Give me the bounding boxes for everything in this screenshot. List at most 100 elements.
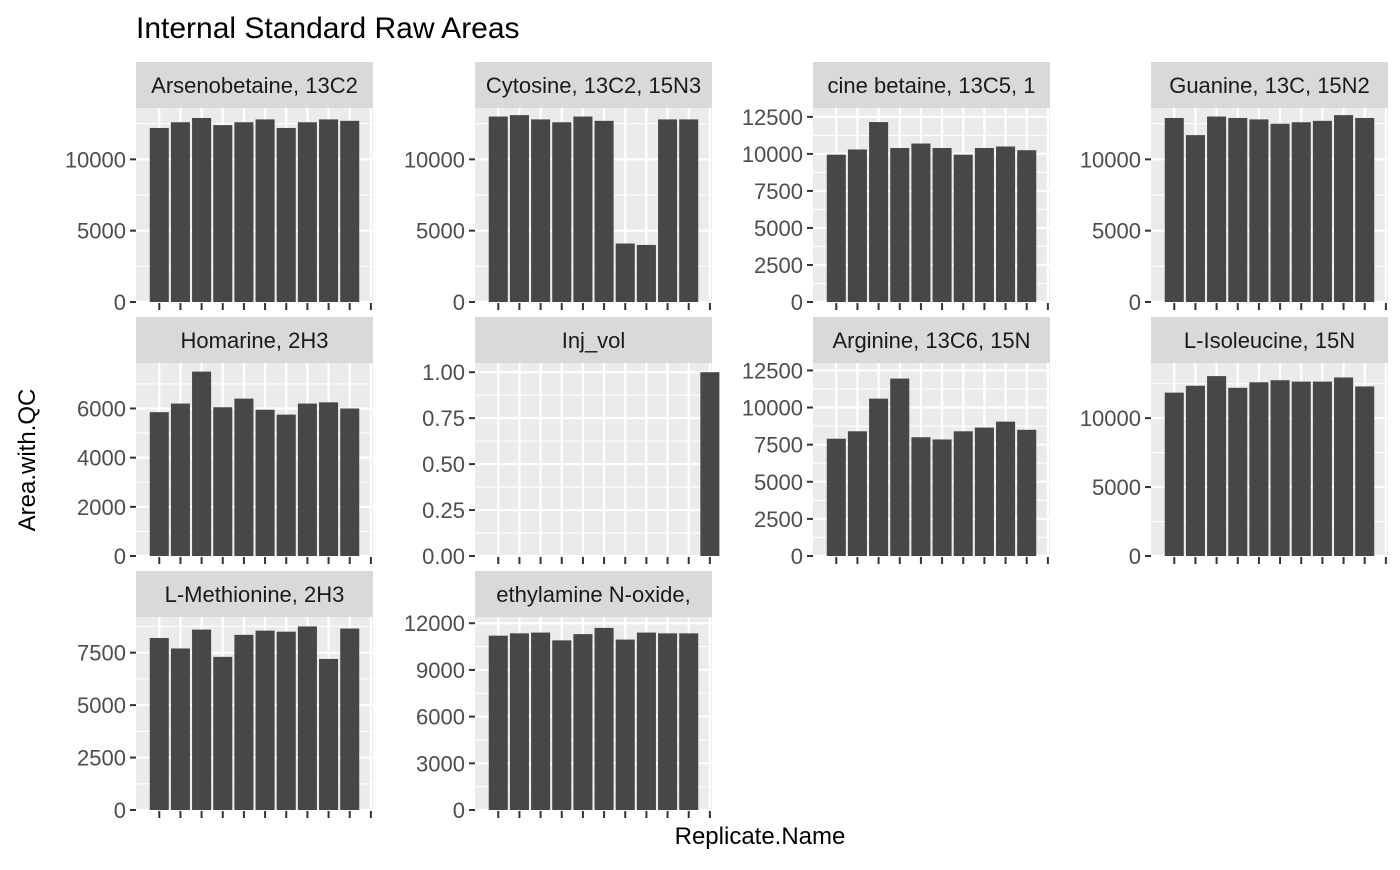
bar xyxy=(192,371,212,556)
bar xyxy=(869,398,889,556)
bar xyxy=(974,147,994,302)
bar xyxy=(213,407,233,556)
bar xyxy=(996,146,1016,302)
bar xyxy=(1207,116,1227,302)
facet-panels: 0 5000 10000 Arsenobetaine, 13C2 0 5000 10000 C… xyxy=(65,62,1388,823)
bar xyxy=(297,403,317,556)
y-tick-label: 5000 xyxy=(754,216,803,241)
bar xyxy=(297,122,317,302)
bar xyxy=(847,431,867,556)
y-tick-label: 7500 xyxy=(754,433,803,458)
bar xyxy=(192,117,212,302)
bar xyxy=(213,125,233,302)
y-tick-label: 5000 xyxy=(1092,475,1141,500)
bar xyxy=(594,627,614,810)
bar xyxy=(1228,117,1248,302)
bar xyxy=(255,630,275,810)
bar xyxy=(953,431,973,556)
y-tick-label: 0.75 xyxy=(422,406,465,431)
bar xyxy=(594,120,614,303)
y-tick-label: 2500 xyxy=(754,507,803,532)
y-tick-label: 12500 xyxy=(742,105,803,130)
y-tick-label: 7500 xyxy=(754,179,803,204)
facet-strip-label: L-Isoleucine, 15N xyxy=(1184,328,1355,353)
y-tick-label: 2500 xyxy=(754,253,803,278)
y-tick-label: 10000 xyxy=(65,147,126,172)
facet-strip xyxy=(1151,62,1388,108)
bar xyxy=(1249,119,1269,302)
bar xyxy=(1312,381,1332,556)
y-tick-label: 10000 xyxy=(742,396,803,421)
y-tick-label: 9000 xyxy=(416,658,465,683)
bar xyxy=(700,372,720,556)
facet-strip xyxy=(136,62,373,108)
bar xyxy=(1164,117,1184,302)
facet-strip xyxy=(475,317,712,363)
bar xyxy=(826,154,846,302)
facet-strip-label: L-Methionine, 2H3 xyxy=(165,582,345,607)
facet-strip xyxy=(136,317,373,363)
bar xyxy=(1334,115,1354,302)
facet-strip xyxy=(1151,317,1388,363)
bar xyxy=(170,403,190,556)
y-tick-label: 0 xyxy=(1129,290,1141,315)
facet-panel: 0 2000 4000 6000 Homarine, 2H3 xyxy=(77,317,373,569)
bar xyxy=(509,633,529,810)
bar xyxy=(953,154,973,302)
facet-strip-label: ethylamine N-oxide, xyxy=(496,582,690,607)
facet-strip-label: Homarine, 2H3 xyxy=(181,328,329,353)
bar xyxy=(1249,382,1269,556)
bar xyxy=(932,439,952,556)
facet-strip xyxy=(813,62,1050,108)
y-tick-label: 10000 xyxy=(742,142,803,167)
bar xyxy=(826,438,846,556)
bar xyxy=(932,147,952,302)
facet-panel: 0 5000 10000 Guanine, 13C, 15N2 xyxy=(1080,62,1388,315)
bar xyxy=(234,122,254,302)
y-tick-label: 0 xyxy=(114,798,126,823)
bar xyxy=(340,408,360,556)
y-tick-label: 0.00 xyxy=(422,544,465,569)
chart-title: Internal Standard Raw Areas xyxy=(136,12,520,45)
bar xyxy=(996,421,1016,556)
y-tick-label: 0.50 xyxy=(422,452,465,477)
y-tick-label: 0 xyxy=(453,290,465,315)
bar xyxy=(552,640,572,810)
bar xyxy=(340,628,360,810)
bar xyxy=(911,437,931,556)
y-tick-label: 10000 xyxy=(1080,147,1141,172)
bar xyxy=(276,127,296,303)
bar xyxy=(1270,380,1290,556)
y-tick-label: 5000 xyxy=(416,219,465,244)
facet-panel: 0 2500 5000 7500 10000 12500 Arginine, 13C6, 1… xyxy=(742,317,1050,569)
facet-strip-label: Inj_vol xyxy=(562,328,626,353)
facet-strip xyxy=(813,317,1050,363)
bar xyxy=(1334,377,1354,556)
y-tick-label: 0.25 xyxy=(422,498,465,523)
bar xyxy=(149,637,169,810)
bar xyxy=(255,119,275,302)
facet-strip xyxy=(136,571,373,617)
bar xyxy=(340,120,360,303)
y-tick-label: 5000 xyxy=(754,470,803,495)
bar xyxy=(509,115,529,302)
y-tick-label: 4000 xyxy=(77,446,126,471)
bar xyxy=(319,658,339,810)
bar xyxy=(170,648,190,810)
bar xyxy=(1017,429,1037,556)
bar xyxy=(974,427,994,556)
bar xyxy=(531,119,551,302)
facet-strip-label: Arginine, 13C6, 15N xyxy=(832,328,1030,353)
facet-strip xyxy=(475,571,712,617)
bar xyxy=(1017,150,1037,302)
bar xyxy=(573,116,593,302)
y-tick-label: 0 xyxy=(453,798,465,823)
y-tick-label: 12500 xyxy=(742,358,803,383)
facet-panel: 0 3000 6000 9000 12000 ethylamine N-oxide, xyxy=(404,571,712,823)
y-tick-label: 2500 xyxy=(77,746,126,771)
facet-strip-label: cine betaine, 13C5, 1 xyxy=(828,73,1036,98)
y-tick-label: 0 xyxy=(791,290,803,315)
bar xyxy=(297,626,317,810)
bar xyxy=(1164,392,1184,556)
